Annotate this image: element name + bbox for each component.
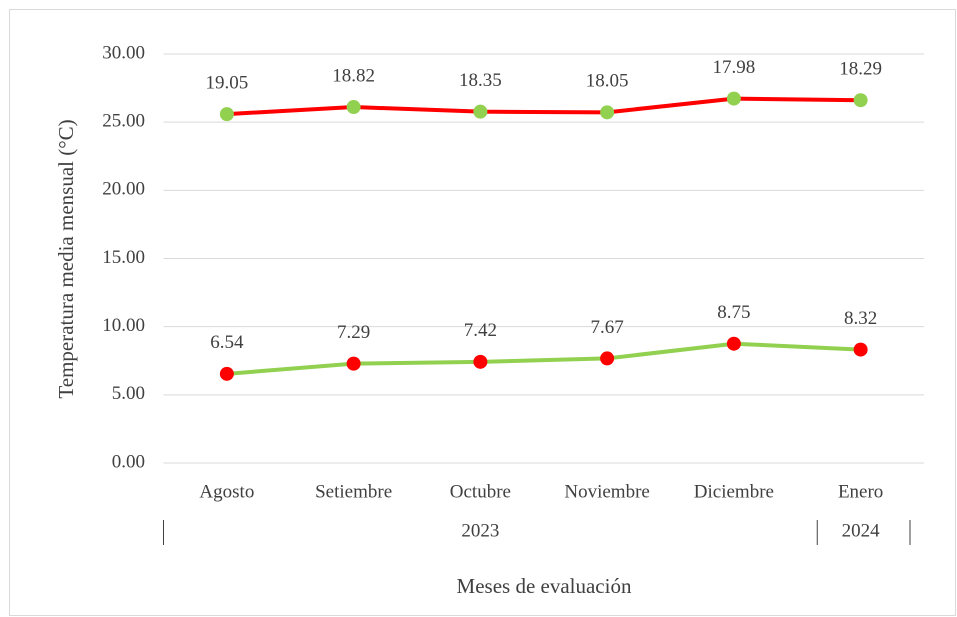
y-tick-label: 25.00 xyxy=(102,111,145,132)
data-label: 7.42 xyxy=(464,320,497,341)
data-label: 18.29 xyxy=(839,59,882,80)
data-label: 6.54 xyxy=(210,332,244,353)
data-point xyxy=(853,342,868,357)
x-tick-label: Setiembre xyxy=(315,481,392,502)
data-label: 19.05 xyxy=(206,72,249,93)
y-axis-title: Temperatura media mensual (°C) xyxy=(54,119,78,398)
x-axis-title: Meses de evaluación xyxy=(457,574,632,598)
data-point xyxy=(219,366,234,381)
y-tick-label: 0.00 xyxy=(112,451,145,472)
data-label: 18.05 xyxy=(586,71,629,92)
data-label: 8.75 xyxy=(717,302,750,323)
data-label: 18.82 xyxy=(332,65,375,86)
y-tick-label: 5.00 xyxy=(112,383,145,404)
series-line xyxy=(226,96,861,117)
y-tick-label: 15.00 xyxy=(102,247,145,268)
data-point xyxy=(219,107,234,122)
data-point xyxy=(726,91,741,106)
data-label: 7.29 xyxy=(337,322,370,343)
data-point xyxy=(600,351,615,366)
x-group-label: 2023 xyxy=(461,520,499,541)
data-label: 17.98 xyxy=(713,57,756,78)
series-line xyxy=(226,341,861,376)
x-tick-label: Agosto xyxy=(199,481,254,502)
data-point xyxy=(726,336,741,351)
x-tick-label: Diciembre xyxy=(694,481,774,502)
data-label: 18.35 xyxy=(459,70,502,91)
x-tick-label: Noviembre xyxy=(564,481,649,502)
x-tick-label: Octubre xyxy=(450,481,511,502)
x-group-label: 2024 xyxy=(842,520,881,541)
data-label: 8.32 xyxy=(844,308,877,329)
y-tick-label: 30.00 xyxy=(102,42,145,63)
x-tick-label: Enero xyxy=(838,481,883,502)
data-label: 7.67 xyxy=(591,317,624,338)
data-point xyxy=(346,356,361,371)
data-point xyxy=(853,93,868,108)
y-tick-label: 10.00 xyxy=(102,315,145,336)
data-point xyxy=(473,354,488,369)
data-point xyxy=(600,105,615,120)
data-point xyxy=(346,100,361,115)
y-tick-label: 20.00 xyxy=(102,179,145,200)
data-point xyxy=(473,104,488,119)
